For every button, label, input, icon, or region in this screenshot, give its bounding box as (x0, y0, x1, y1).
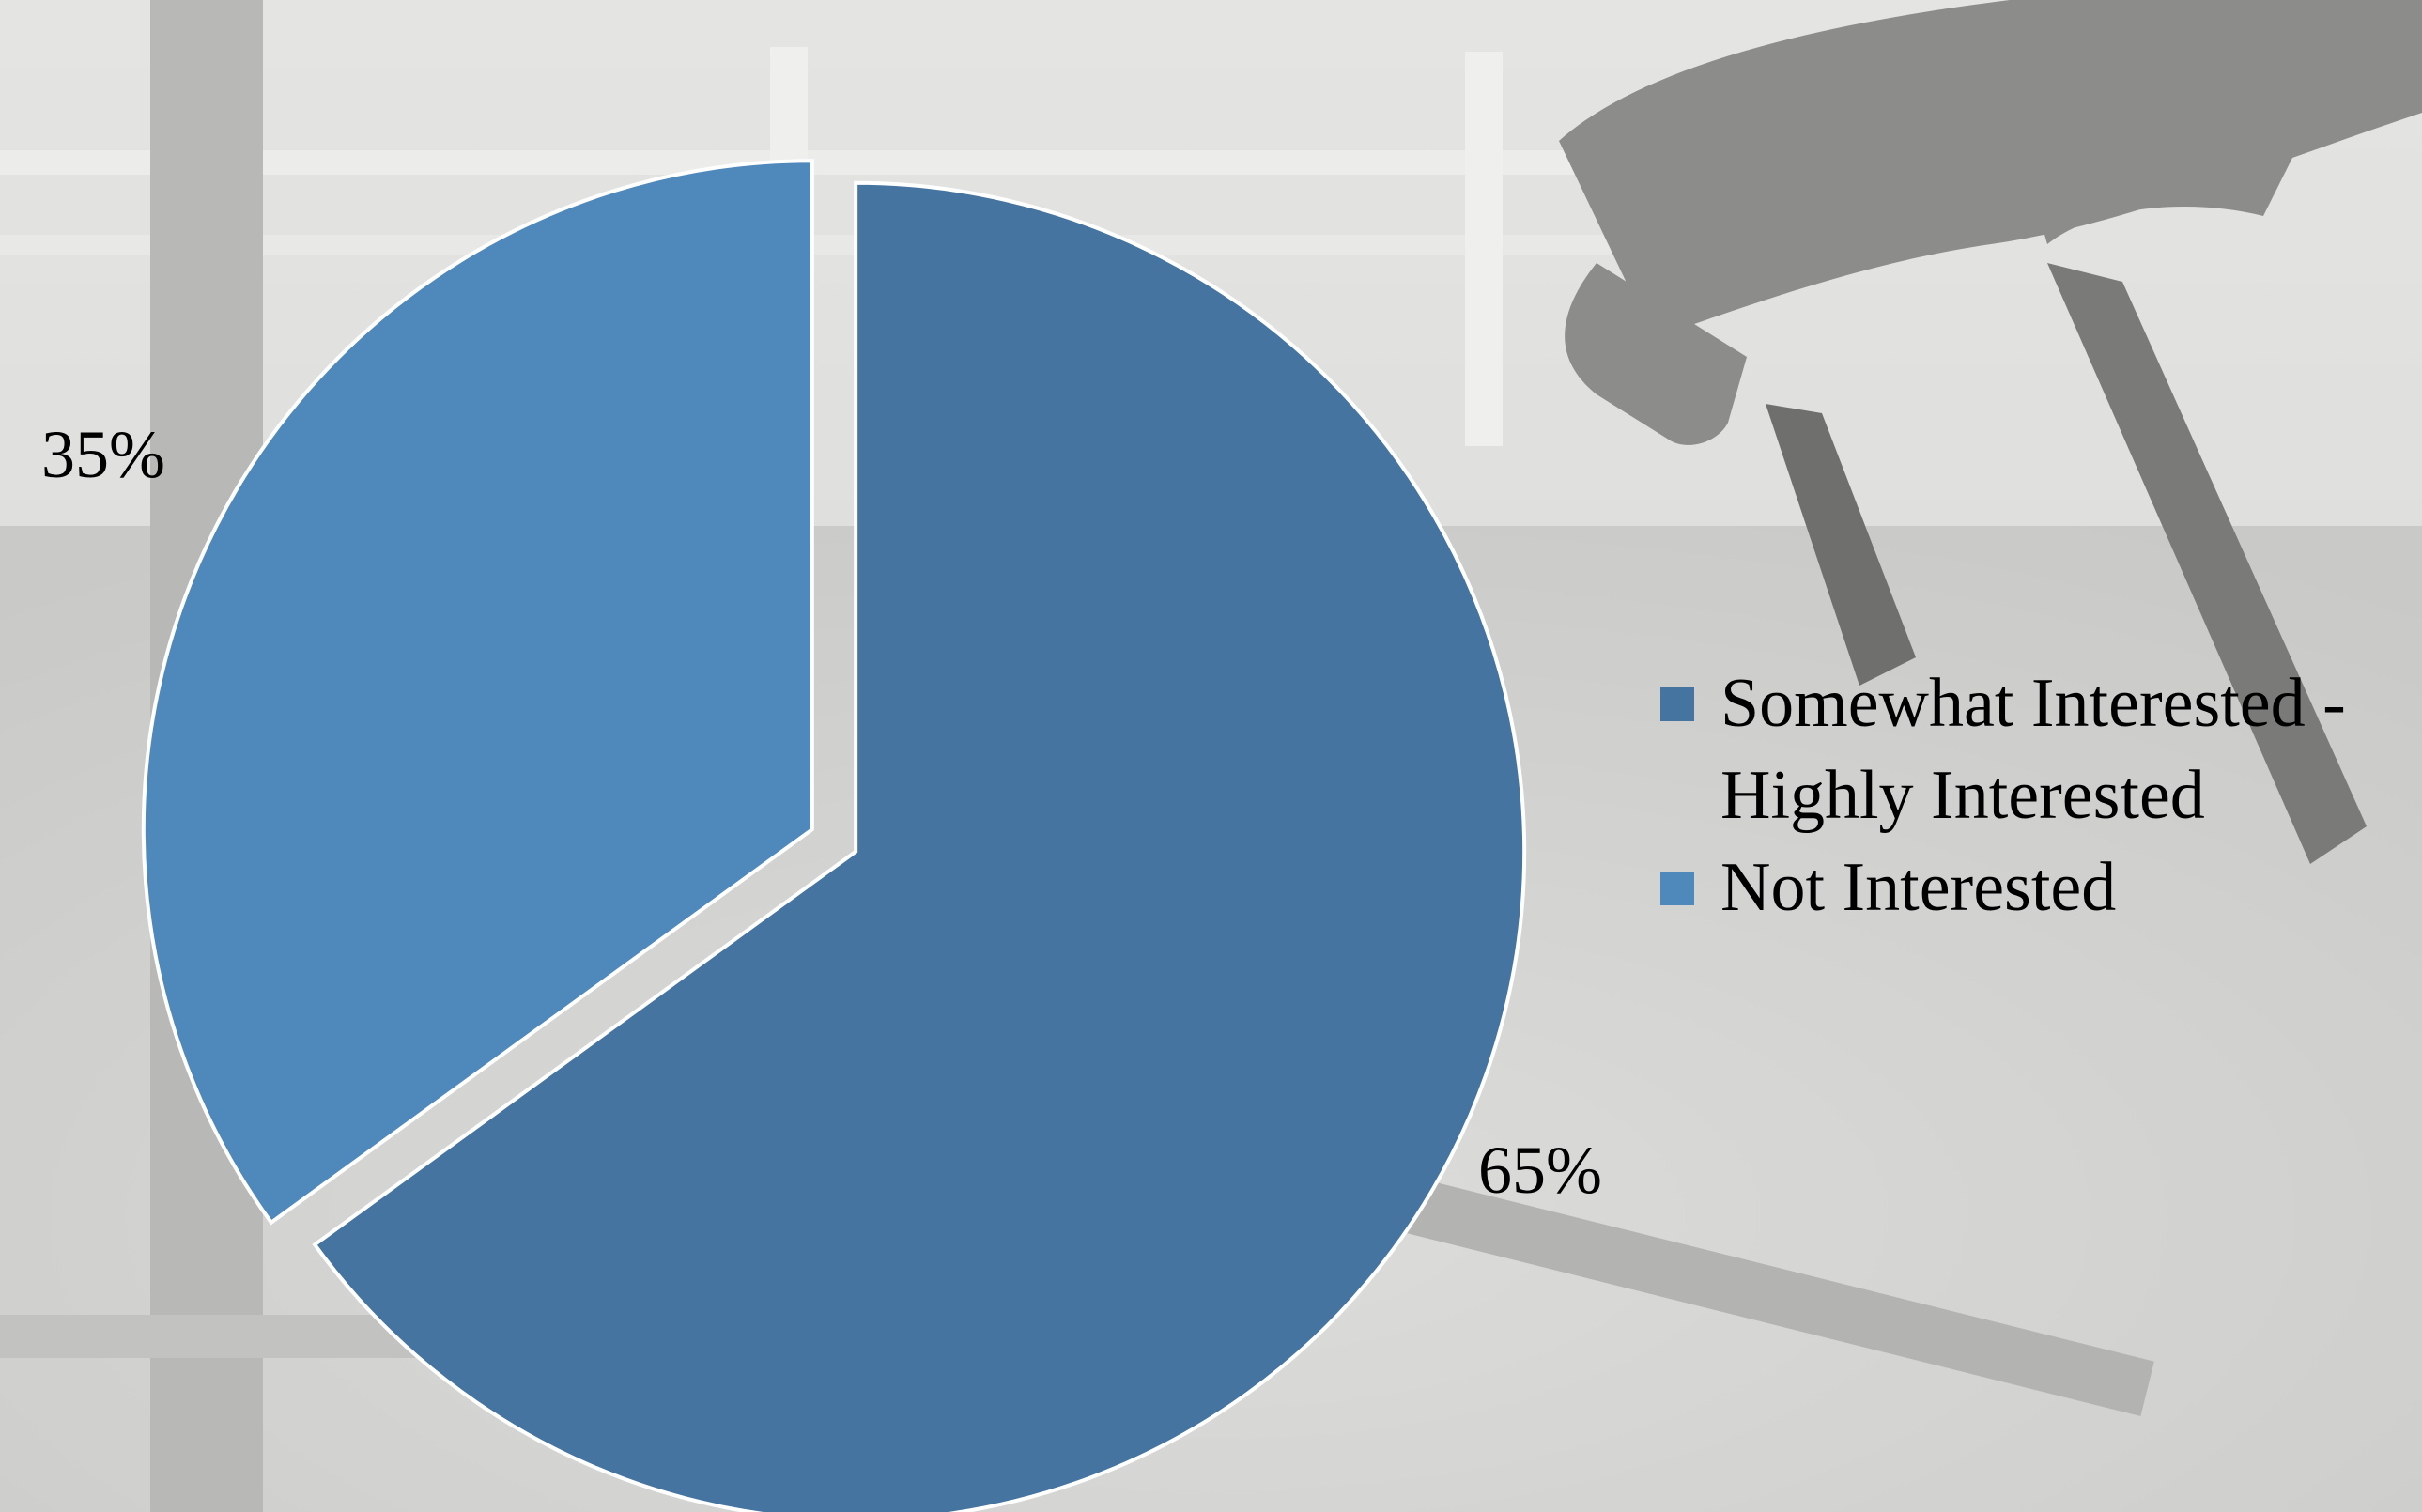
bg-ground-pole (1320, 1157, 2154, 1416)
data-label-not-interested: 35% (41, 417, 165, 492)
bg-fence-rail (0, 150, 1878, 175)
legend-label-line-1: Somewhat Interested - (1720, 665, 2346, 742)
bg-horse (1559, 0, 2422, 864)
bg-fence-post (1465, 52, 1503, 446)
slice-not-interested (141, 159, 814, 1226)
legend-swatch-somewhat-highly-interested (1660, 687, 1694, 721)
data-label-somewhat-highly-interested: 65% (1478, 1133, 1602, 1208)
legend-swatch-not-interested (1660, 872, 1694, 905)
legend-item-somewhat-highly-interested: Somewhat Interested - Highly Interested (1660, 657, 2422, 841)
chart-legend: Somewhat Interested - Highly Interested … (1660, 657, 2422, 933)
pie-slices (141, 159, 1527, 1512)
pie-data-labels: 65% 35% (41, 417, 1602, 1208)
legend-label-not-interested: Not Interested (1720, 849, 2117, 926)
legend-label-line-2: Highly Interested (1720, 757, 2205, 834)
slice-somewhat-highly-interested (312, 180, 1527, 1512)
bg-jump-rail (0, 1315, 432, 1358)
legend-item-not-interested: Not Interested (1660, 841, 2422, 933)
